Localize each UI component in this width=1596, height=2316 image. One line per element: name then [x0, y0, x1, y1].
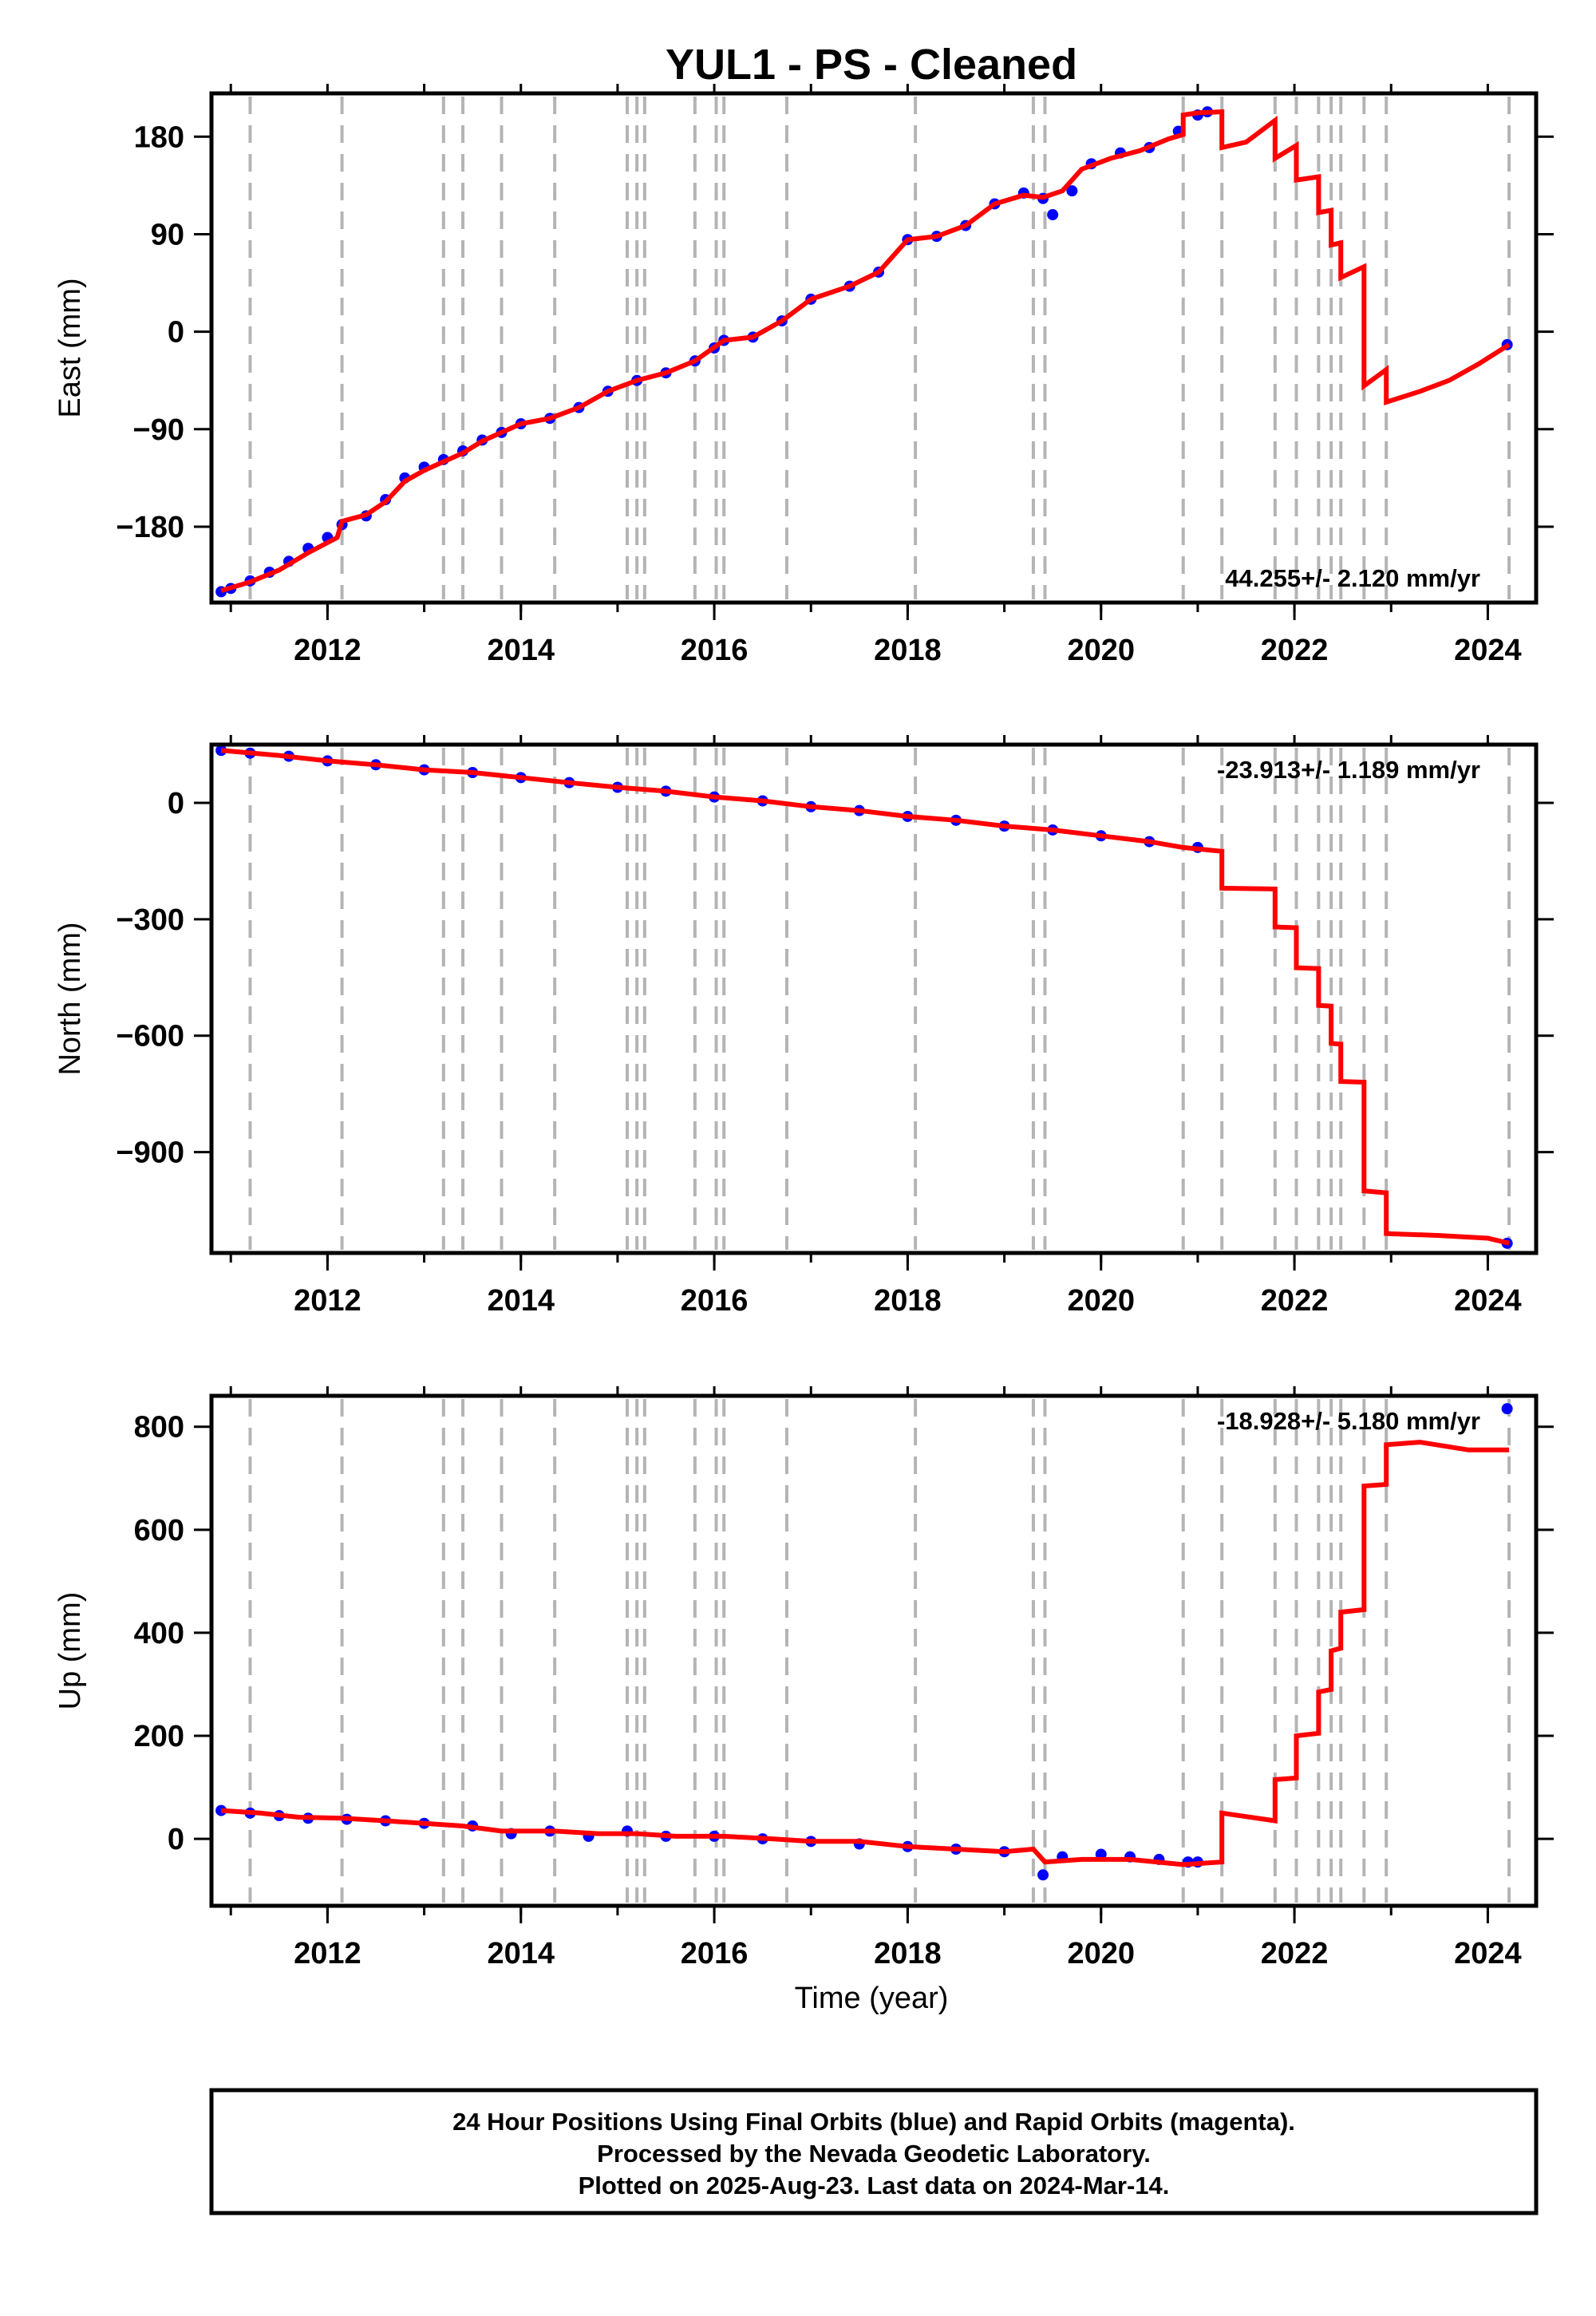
y-tick-label: −600 — [116, 1020, 184, 1053]
y-tick-label: 180 — [134, 121, 184, 154]
y-tick-label: 600 — [134, 1514, 184, 1547]
x-tick-label: 2018 — [874, 1284, 942, 1318]
y-tick-label: 0 — [168, 787, 184, 820]
model-line — [220, 1440, 1510, 1867]
footer-line-1: 24 Hour Positions Using Final Orbits (bl… — [452, 2108, 1295, 2136]
chart-title: YUL1 - PS - Cleaned — [666, 41, 1077, 89]
x-tick-label: 2018 — [874, 1937, 942, 1970]
footer-line-3: Plotted on 2025-Aug-23. Last data on 202… — [579, 2172, 1170, 2199]
x-axis-title: Time (year) — [795, 1982, 949, 2015]
plot-frame — [209, 91, 1539, 605]
x-tick-label: 2014 — [487, 1284, 555, 1318]
x-tick-label: 2012 — [294, 1284, 361, 1318]
plot-area — [215, 1403, 1513, 1881]
x-tick-label: 2022 — [1261, 634, 1329, 667]
y-axis-title: North (mm) — [53, 922, 87, 1075]
x-tick-label: 2020 — [1067, 1937, 1135, 1970]
x-tick-label: 2024 — [1454, 634, 1522, 667]
plot-frame — [209, 742, 1539, 1255]
panel-east: 2012 2014 2016 2018 2020 2022 2024 −180 −90 0 90 18… — [53, 84, 1554, 667]
x-tick-label: 2020 — [1067, 634, 1135, 667]
footer-line-2: Processed by the Nevada Geodetic Laborat… — [597, 2140, 1151, 2168]
plot-area — [215, 106, 1513, 598]
x-tick-label: 2020 — [1067, 1284, 1135, 1318]
plot-frame — [209, 1393, 1539, 1908]
panels: 2012 2014 2016 2018 2020 2022 2024−180−9009018… — [53, 84, 1554, 1970]
footer-frame — [209, 2088, 1539, 2215]
x-tick-label: 2022 — [1261, 1937, 1329, 1970]
x-tick-label: 2012 — [294, 1937, 361, 1970]
rate-label: -18.928+/- 5.180 mm/yr — [1217, 1407, 1480, 1435]
y-tick-label: 0 — [168, 316, 184, 350]
x-tick-label: 2016 — [681, 1284, 749, 1318]
x-tick-label: 2014 — [487, 1937, 555, 1970]
y-tick-label: 90 — [151, 218, 184, 251]
y-tick-label: 0 — [168, 1823, 184, 1856]
x-tick-label: 2024 — [1454, 1937, 1522, 1970]
panel-up: 2012 2014 2016 2018 2020 2022 2024 0 200 400 600 80… — [53, 1386, 1554, 1970]
footer-box: 24 Hour Positions Using Final Orbits (bl… — [209, 2088, 1539, 2215]
x-tick-label: 2018 — [874, 634, 942, 667]
x-tick-label: 2014 — [487, 634, 555, 667]
y-tick-label: −180 — [116, 511, 184, 544]
model-line — [220, 109, 1511, 593]
rate-label: 44.255+/- 2.120 mm/yr — [1225, 564, 1480, 592]
x-tick-label: 2024 — [1454, 1284, 1522, 1318]
y-tick-label: 400 — [134, 1617, 184, 1650]
panel-north: 2012 2014 2016 2018 2020 2022 2024 −900 −600 −300… — [53, 735, 1554, 1318]
model-line — [220, 748, 1510, 1246]
y-tick-label: −90 — [133, 413, 184, 447]
rate-label: -23.913+/- 1.189 mm/yr — [1217, 756, 1480, 784]
x-tick-label: 2012 — [294, 634, 361, 667]
y-tick-label: 800 — [134, 1411, 184, 1445]
x-tick-label: 2016 — [681, 634, 749, 667]
data-point — [1047, 209, 1059, 221]
data-point — [1037, 1869, 1049, 1881]
y-axis-title: Up (mm) — [53, 1592, 87, 1710]
plot-area — [215, 745, 1513, 1249]
data-point — [1066, 185, 1078, 197]
data-point — [1501, 1403, 1513, 1415]
x-tick-label: 2016 — [681, 1937, 749, 1970]
y-tick-label: 200 — [134, 1720, 184, 1753]
y-tick-label: −900 — [116, 1136, 184, 1170]
x-tick-label: 2022 — [1261, 1284, 1329, 1318]
y-axis-title: East (mm) — [53, 278, 87, 417]
y-tick-label: −300 — [116, 903, 184, 937]
